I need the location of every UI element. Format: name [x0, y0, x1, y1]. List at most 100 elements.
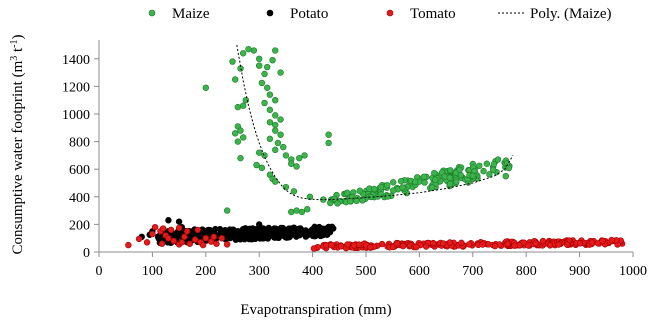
legend-marker-potato — [266, 9, 274, 17]
data-point-tomato — [151, 223, 159, 231]
data-point-maize — [298, 208, 306, 216]
data-point-maize — [453, 178, 460, 185]
data-point-potato — [287, 231, 294, 238]
data-point-maize — [245, 45, 252, 53]
data-point-maize — [266, 119, 274, 126]
legend-label: Poly. (Maize) — [530, 6, 612, 22]
data-point-maize — [293, 207, 300, 214]
x-axis-title: Evapotranspiration (mm) — [240, 302, 391, 318]
x-tick-label: 0 — [96, 264, 103, 279]
x-tick-label: 1000 — [619, 264, 647, 279]
x-tick-label: 700 — [462, 264, 483, 279]
data-point-maize — [231, 130, 239, 137]
data-point-maize — [258, 79, 266, 87]
legend-marker-maize — [148, 9, 156, 17]
data-point-tomato — [393, 240, 401, 247]
data-point-maize — [428, 184, 436, 191]
data-point-maize — [347, 197, 354, 205]
x-tick-label: 100 — [142, 264, 163, 279]
data-point-potato — [264, 235, 272, 242]
data-point-maize — [272, 121, 279, 129]
data-point-maize — [447, 167, 454, 174]
data-point-maize — [264, 63, 271, 71]
data-point-tomato — [546, 242, 554, 249]
data-point-maize — [290, 188, 298, 195]
y-axis-title-mid: t — [10, 47, 26, 56]
data-point-maize — [256, 149, 263, 156]
data-point-tomato — [465, 241, 473, 248]
data-point-maize — [359, 197, 366, 204]
data-point-maize — [420, 173, 428, 180]
data-point-potato — [205, 226, 212, 234]
data-point-potato — [273, 231, 280, 238]
data-point-maize — [353, 197, 360, 205]
data-point-maize — [250, 47, 258, 54]
data-point-maize — [343, 189, 351, 196]
data-point-maize — [502, 172, 509, 180]
data-point-maize — [237, 127, 244, 134]
y-tick-label: 800 — [69, 136, 90, 151]
data-point-potato — [242, 231, 249, 238]
data-point-tomato — [399, 242, 407, 250]
data-point-maize — [272, 127, 279, 134]
legend: Maize Potato Tomato Poly. (Maize) — [148, 6, 612, 22]
data-point-tomato — [367, 244, 374, 251]
y-axis-title: Consumptive water footprint (m3 t-1) — [9, 35, 27, 255]
data-point-maize — [272, 178, 279, 185]
y-axis-title-end: ) — [10, 35, 26, 40]
data-point-maize — [234, 103, 242, 111]
data-point-maize — [296, 154, 303, 162]
data-point-tomato — [511, 242, 518, 249]
data-point-maize — [280, 143, 287, 151]
data-point-potato — [165, 217, 172, 224]
data-point-maize — [480, 167, 487, 175]
data-point-tomato — [223, 241, 231, 248]
data-point-maize — [237, 154, 244, 162]
data-point-maize — [277, 131, 284, 138]
y-tick-label: 1400 — [62, 53, 90, 68]
data-point-tomato — [504, 240, 511, 248]
data-point-maize — [390, 179, 397, 186]
data-point-tomato — [608, 236, 615, 244]
legend-label: Potato — [290, 6, 328, 22]
data-point-maize — [269, 56, 276, 64]
data-point-tomato — [446, 239, 454, 246]
y-tick-label: 200 — [69, 218, 90, 233]
data-point-potato — [228, 228, 236, 235]
data-point-maize — [331, 195, 338, 202]
data-point-tomato — [181, 233, 188, 241]
data-point-tomato — [491, 242, 499, 250]
x-tick-label: 800 — [516, 264, 537, 279]
data-point-maize — [264, 84, 271, 91]
data-point-maize — [242, 96, 250, 104]
data-point-tomato — [539, 237, 547, 245]
data-point-maize — [266, 106, 274, 114]
legend-marker-tomato — [386, 9, 394, 17]
data-point-maize — [239, 134, 247, 141]
x-tick-label: 900 — [569, 264, 590, 279]
data-point-maize — [229, 58, 236, 65]
data-point-maize — [288, 160, 295, 167]
data-point-maize — [431, 169, 438, 177]
y-tick-label: 1000 — [62, 108, 90, 123]
data-point-tomato — [202, 235, 210, 242]
data-point-maize — [282, 152, 290, 159]
data-point-tomato — [389, 243, 397, 251]
data-point-maize — [231, 76, 239, 83]
data-point-potato — [260, 230, 268, 237]
data-point-maize — [306, 193, 314, 201]
data-point-tomato — [143, 239, 151, 246]
data-point-maize — [304, 206, 311, 213]
data-points — [125, 45, 626, 252]
data-point-maize — [446, 174, 453, 181]
data-point-potato — [309, 232, 317, 240]
x-tick-label: 500 — [356, 264, 377, 279]
y-tick-label: 0 — [83, 246, 90, 261]
y-axis-title-sup: 3 — [9, 56, 20, 61]
data-point-maize — [421, 179, 428, 186]
data-point-tomato — [170, 237, 177, 245]
data-point-maize — [301, 152, 308, 159]
plot-area: 0 100 200 300 400 500 600 700 800 900 1000 0 200 400… — [62, 40, 647, 279]
data-point-tomato — [165, 235, 172, 242]
data-point-maize — [261, 99, 268, 107]
